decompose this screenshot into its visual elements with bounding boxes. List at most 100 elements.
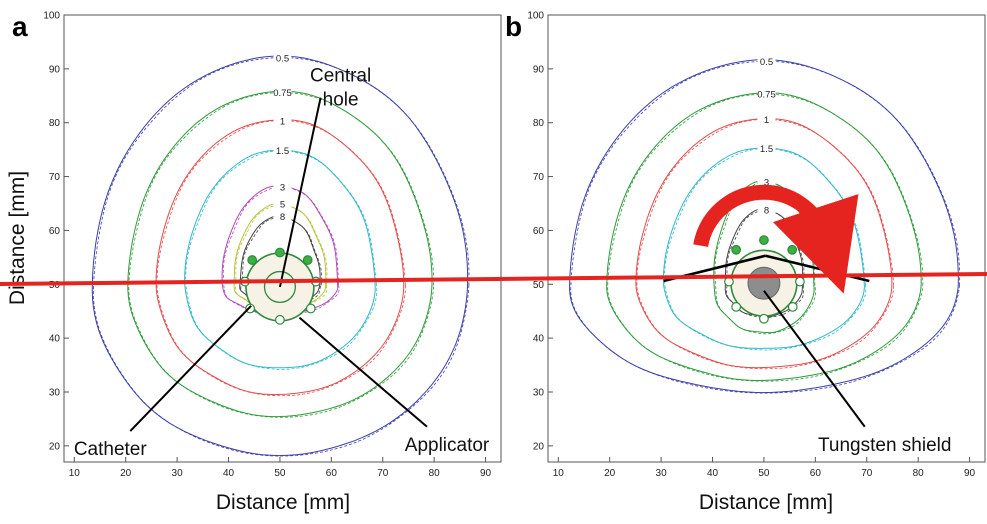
isodose-line-calculated: [128, 92, 434, 418]
isodose-label-bg: [273, 210, 292, 222]
isodose-label: 0.75: [757, 90, 776, 101]
annotation-text: Applicator: [405, 435, 490, 456]
y-tick-label: 40: [49, 334, 61, 345]
isodose-label: 5: [280, 200, 285, 211]
isodose-label: 0.5: [276, 54, 289, 65]
annotation: Central hole: [278, 66, 371, 288]
x-tick-label: 70: [377, 468, 389, 479]
annotation-text: Catheter: [74, 439, 148, 460]
x-tick-label: 20: [120, 468, 132, 479]
isodose-label: 1.5: [760, 144, 773, 155]
y-tick-label: 20: [533, 441, 545, 452]
y-tick-label: 90: [533, 64, 545, 75]
x-tick-label: 10: [553, 468, 565, 479]
x-tick-label: 50: [274, 468, 286, 479]
isodose-line-calculated: [726, 209, 805, 319]
isodose-label: 0.75: [273, 88, 292, 99]
annotation-text: Tungsten shield: [818, 435, 951, 456]
isodose-label-bg: [757, 55, 776, 67]
isodose-contour: 1: [155, 115, 406, 397]
isodose-label-bg: [757, 142, 776, 154]
x-axis-label: Distance [mm]: [699, 491, 833, 514]
panel-letter: b: [505, 11, 522, 42]
isodose-label: 1: [280, 117, 285, 128]
annotation-text: Central: [310, 66, 371, 87]
panel-letter: a: [12, 11, 28, 42]
isodose-label: 8: [280, 212, 285, 223]
catheter-empty: [731, 301, 742, 312]
isodose-contour: 0.75: [127, 86, 434, 418]
catheter-empty: [795, 276, 805, 287]
x-tick-label: 60: [326, 468, 338, 479]
y-tick-label: 20: [49, 441, 61, 452]
isodose-line-measured: [635, 118, 893, 369]
annotation-leader: [763, 290, 866, 428]
x-tick-label: 10: [69, 468, 81, 479]
central-hole: [263, 270, 297, 304]
catheter-empty: [787, 301, 798, 312]
x-tick-label: 40: [707, 468, 719, 479]
isodose-label-bg: [757, 113, 776, 125]
catheter-empty: [245, 303, 256, 314]
catheter-loaded: [759, 235, 769, 246]
isodose-contour: 1.5: [184, 144, 378, 370]
isodose-line-calculated: [570, 60, 961, 394]
y-tick-label: 100: [527, 11, 544, 22]
reference-line: [0, 272, 987, 286]
panel-a: 10203040506070809020304050607080901000.5…: [6, 11, 502, 514]
isodose-label-bg: [273, 144, 292, 156]
x-tick-label: 80: [913, 468, 925, 479]
annotation-leader: [129, 305, 252, 432]
catheter-loaded: [787, 244, 798, 255]
y-tick-label: 70: [533, 172, 545, 183]
isodose-label: 1.5: [276, 146, 289, 157]
x-tick-label: 30: [656, 468, 668, 479]
isodose-contour: 0.5: [569, 55, 961, 394]
annotation-text: hole: [323, 90, 359, 111]
y-tick-label: 60: [533, 226, 545, 237]
panel-b: 10 20 30 40 50 60 70 80 90 20 30 40 50 60 70 80 90 100 0.5…: [505, 11, 986, 514]
y-tick-label: 30: [49, 387, 61, 398]
isodose-label: 0.5: [760, 57, 773, 68]
plot-frame: [63, 14, 502, 463]
catheter-loaded: [302, 255, 313, 265]
x-tick-label: 80: [429, 468, 441, 479]
y-tick-label: 40: [533, 334, 545, 345]
catheter-empty: [305, 303, 316, 314]
isodose-label-bg: [273, 180, 292, 192]
y-tick-label: 50: [533, 280, 545, 291]
catheter-empty: [759, 313, 769, 324]
isodose-label-bg: [757, 88, 776, 100]
y-tick-label: 80: [49, 118, 61, 129]
y-tick-label: 90: [49, 64, 61, 75]
isodose-label: 3: [280, 182, 285, 193]
annotation: Applicator: [298, 316, 490, 456]
isodose-label-bg: [273, 86, 292, 98]
y-axis-label: Distance [mm]: [6, 171, 29, 305]
y-tick-label: 70: [49, 172, 61, 183]
isodose-line-calculated: [664, 148, 867, 351]
isodose-line-calculated: [607, 93, 924, 382]
catheter-loaded: [275, 247, 285, 258]
isodose-line-measured: [662, 147, 865, 349]
isodose-line-calculated: [156, 120, 406, 397]
annotation: Tungsten shield: [763, 290, 951, 456]
catheter-loaded: [731, 244, 742, 255]
isodose-label-bg: [757, 175, 776, 187]
x-tick-label: 30: [172, 468, 184, 479]
tungsten-shield: [747, 266, 781, 300]
x-tick-label: 20: [604, 468, 616, 479]
isodose-label-bg: [757, 203, 776, 215]
y-tick-label: 100: [43, 11, 60, 22]
x-axis-label: Distance [mm]: [216, 491, 350, 514]
isodose-line-calculated: [92, 57, 470, 457]
y-tick-label: 60: [49, 226, 61, 237]
annotation-leader: [278, 97, 322, 288]
x-tick-label: 60: [810, 468, 822, 479]
catheter-empty: [275, 314, 285, 325]
rotation-arrow: [693, 184, 859, 294]
x-tick-label: 90: [964, 468, 976, 479]
annotation: Catheter: [74, 305, 252, 460]
isodose-label-bg: [273, 115, 292, 127]
